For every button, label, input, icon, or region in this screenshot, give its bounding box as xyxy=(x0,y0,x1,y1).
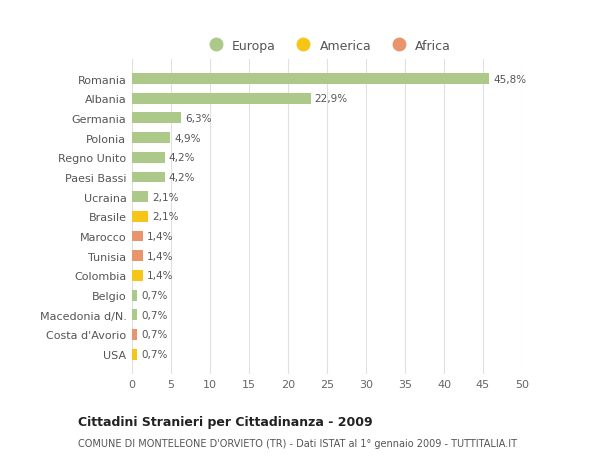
Legend: Europa, America, Africa: Europa, America, Africa xyxy=(198,34,456,57)
Bar xyxy=(132,74,489,85)
Text: 22,9%: 22,9% xyxy=(314,94,347,104)
Text: 4,9%: 4,9% xyxy=(174,133,200,143)
Text: 4,2%: 4,2% xyxy=(169,153,195,163)
Text: 1,4%: 1,4% xyxy=(147,271,173,281)
Bar xyxy=(132,231,143,242)
Bar xyxy=(132,310,137,320)
Bar xyxy=(132,290,137,301)
Text: 0,7%: 0,7% xyxy=(142,291,168,301)
Bar xyxy=(132,251,143,262)
Bar xyxy=(132,94,311,104)
Text: 4,2%: 4,2% xyxy=(169,173,195,183)
Bar xyxy=(132,172,165,183)
Bar xyxy=(132,349,137,360)
Text: 0,7%: 0,7% xyxy=(142,310,168,320)
Text: Cittadini Stranieri per Cittadinanza - 2009: Cittadini Stranieri per Cittadinanza - 2… xyxy=(78,415,373,428)
Text: 0,7%: 0,7% xyxy=(142,330,168,340)
Text: 6,3%: 6,3% xyxy=(185,114,212,123)
Bar xyxy=(132,152,165,163)
Bar xyxy=(132,330,137,340)
Text: 45,8%: 45,8% xyxy=(493,74,526,84)
Text: 2,1%: 2,1% xyxy=(152,212,179,222)
Bar xyxy=(132,212,148,222)
Text: 1,4%: 1,4% xyxy=(147,231,173,241)
Text: 2,1%: 2,1% xyxy=(152,192,179,202)
Bar xyxy=(132,133,170,144)
Bar xyxy=(132,192,148,202)
Text: 1,4%: 1,4% xyxy=(147,251,173,261)
Text: COMUNE DI MONTELEONE D'ORVIETO (TR) - Dati ISTAT al 1° gennaio 2009 - TUTTITALIA: COMUNE DI MONTELEONE D'ORVIETO (TR) - Da… xyxy=(78,438,517,448)
Bar xyxy=(132,113,181,124)
Bar xyxy=(132,270,143,281)
Text: 0,7%: 0,7% xyxy=(142,349,168,359)
